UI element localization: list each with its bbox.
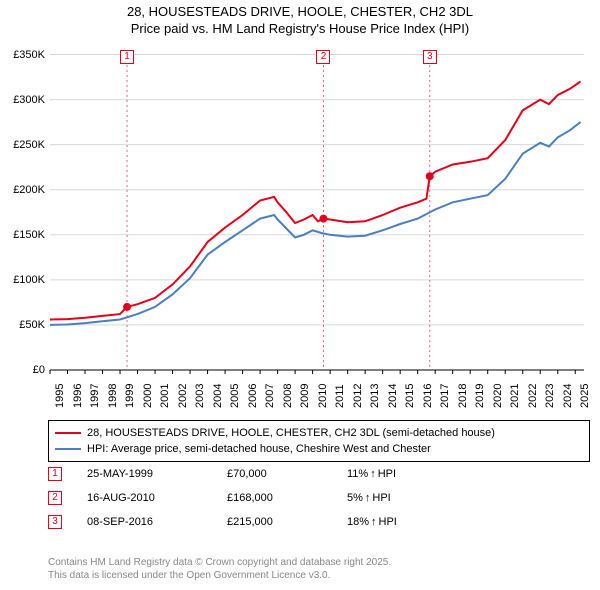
event-date: 08-SEP-2016 [87, 516, 227, 528]
event-row: 2 16-AUG-2010£168,0005% ↑ HPI [48, 486, 590, 510]
event-number-box: 1 [48, 467, 62, 481]
chart-container: { "title": { "line1": "28, HOUSESTEADS D… [0, 0, 600, 590]
legend: 28, HOUSESTEADS DRIVE, HOOLE, CHESTER, C… [48, 420, 590, 462]
event-diff: 11% ↑ HPI [347, 468, 396, 480]
x-axis-label: 2022 [527, 384, 539, 408]
x-axis-label: 2004 [212, 384, 224, 408]
x-axis-label: 2015 [404, 384, 416, 408]
event-row: 3 08-SEP-2016£215,00018% ↑ HPI [48, 510, 590, 534]
x-axis-label: 2014 [387, 384, 399, 408]
x-axis-label: 2009 [299, 384, 311, 408]
legend-swatch [55, 448, 81, 450]
chart-plot-area [48, 44, 590, 374]
event-number-box: 3 [48, 515, 62, 529]
x-axis-label: 2001 [159, 384, 171, 408]
legend-label: HPI: Average price, semi-detached house,… [87, 443, 431, 455]
x-axis-label: 2025 [579, 384, 591, 408]
title-line-2: Price paid vs. HM Land Registry's House … [0, 21, 600, 38]
y-axis-label: £250K [13, 139, 45, 151]
chart-title: 28, HOUSESTEADS DRIVE, HOOLE, CHESTER, C… [0, 0, 600, 38]
x-axis-label: 2008 [282, 384, 294, 408]
arrow-up-icon: ↑ [371, 516, 377, 528]
x-axis-label: 2019 [474, 384, 486, 408]
event-marker-3: 3 [423, 50, 437, 64]
footer-line-2: This data is licensed under the Open Gov… [48, 569, 391, 582]
y-axis-label: £50K [19, 319, 45, 331]
y-axis-label: £100K [13, 274, 45, 286]
event-price: £70,000 [227, 468, 347, 480]
x-axis-label: 2012 [352, 384, 364, 408]
event-diff: 18% ↑ HPI [347, 516, 397, 528]
x-axis-label: 2010 [317, 384, 329, 408]
x-axis-label: 2021 [509, 384, 521, 408]
legend-item: 28, HOUSESTEADS DRIVE, HOOLE, CHESTER, C… [55, 425, 583, 441]
x-axis-label: 1999 [124, 384, 136, 408]
attribution-footer: Contains HM Land Registry data © Crown c… [48, 556, 391, 582]
x-axis-label: 1995 [54, 384, 66, 408]
event-price: £168,000 [227, 492, 347, 504]
x-axis-label: 2011 [334, 384, 346, 408]
x-axis-label: 2002 [177, 384, 189, 408]
y-axis-label: £150K [13, 229, 45, 241]
event-date: 16-AUG-2010 [87, 492, 227, 504]
x-axis-label: 2023 [544, 384, 556, 408]
x-axis-label: 2003 [194, 384, 206, 408]
event-diff: 5% ↑ HPI [347, 492, 391, 504]
legend-item: HPI: Average price, semi-detached house,… [55, 441, 583, 457]
event-marker-2: 2 [316, 50, 330, 64]
arrow-up-icon: ↑ [365, 492, 371, 504]
x-axis-label: 2020 [492, 384, 504, 408]
event-list: 1 25-MAY-1999£70,00011% ↑ HPI 2 16-AUG-2010… [48, 462, 590, 534]
event-marker-1: 1 [120, 50, 134, 64]
event-row: 1 25-MAY-1999£70,00011% ↑ HPI [48, 462, 590, 486]
x-axis-label: 1996 [72, 384, 84, 408]
line-chart-svg [48, 44, 590, 374]
x-axis-label: 2024 [562, 384, 574, 408]
event-number-box: 2 [48, 491, 62, 505]
legend-swatch [55, 432, 81, 434]
y-axis-label: £300K [13, 94, 45, 106]
event-date: 25-MAY-1999 [87, 468, 227, 480]
x-axis-label: 2013 [369, 384, 381, 408]
x-axis-label: 2000 [142, 384, 154, 408]
x-axis-label: 2016 [422, 384, 434, 408]
footer-line-1: Contains HM Land Registry data © Crown c… [48, 556, 391, 569]
x-axis-label: 2007 [264, 384, 276, 408]
arrow-up-icon: ↑ [370, 468, 376, 480]
event-price: £215,000 [227, 516, 347, 528]
y-axis-label: £0 [33, 364, 45, 376]
x-axis-label: 2018 [457, 384, 469, 408]
x-axis-label: 2017 [439, 384, 451, 408]
x-axis-label: 1998 [107, 384, 119, 408]
y-axis-label: £350K [13, 49, 45, 61]
x-axis-label: 2005 [229, 384, 241, 408]
x-axis-label: 1997 [89, 384, 101, 408]
title-line-1: 28, HOUSESTEADS DRIVE, HOOLE, CHESTER, C… [0, 4, 600, 21]
y-axis-label: £200K [13, 184, 45, 196]
x-axis-label: 2006 [247, 384, 259, 408]
legend-label: 28, HOUSESTEADS DRIVE, HOOLE, CHESTER, C… [87, 427, 495, 439]
